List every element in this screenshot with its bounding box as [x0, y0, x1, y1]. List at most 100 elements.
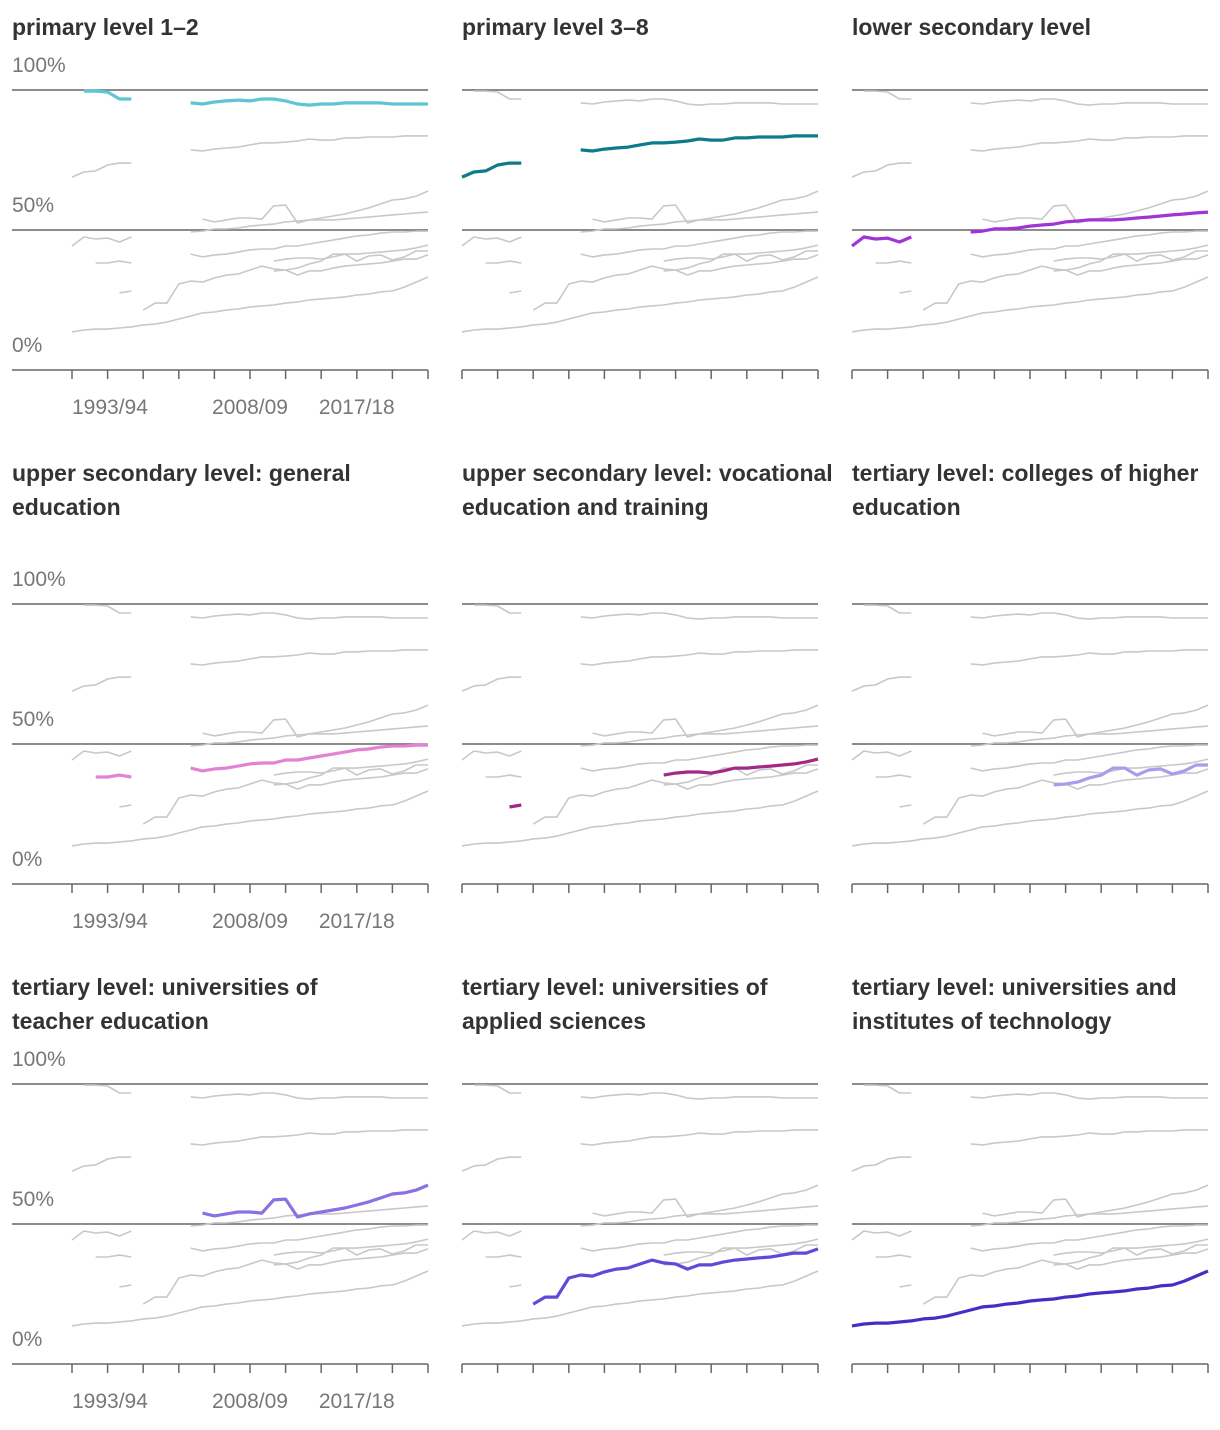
context-line [875, 230, 1208, 264]
context-line [899, 244, 1209, 294]
context-line [509, 244, 819, 294]
context-line [119, 1238, 429, 1288]
context-line [273, 764, 428, 786]
context-line [83, 604, 428, 620]
context-line [851, 135, 1208, 178]
y-tick-label: 0% [12, 848, 42, 871]
context-line [485, 230, 818, 264]
context-line [473, 604, 818, 620]
context-line [532, 768, 819, 825]
context-line [592, 1184, 819, 1218]
context-line [202, 704, 429, 738]
x-tick-label: 2008/09 [212, 1390, 288, 1413]
panel-title: tertiary level: colleges of higher educa… [852, 460, 1199, 520]
context-line [461, 276, 819, 333]
context-line [982, 1184, 1209, 1218]
context-line [982, 704, 1209, 738]
context-line [142, 254, 429, 311]
panel-title: tertiary level: universities and institu… [852, 974, 1177, 1034]
context-line [83, 1084, 428, 1100]
context-line [71, 276, 429, 333]
y-tick-label: 0% [12, 334, 42, 357]
context-line [461, 1129, 818, 1172]
context-line [663, 764, 818, 786]
context-line [875, 744, 1208, 778]
highlight-line [532, 1247, 819, 1306]
context-line [851, 649, 1208, 692]
context-line [922, 768, 1209, 825]
context-line [1053, 250, 1208, 272]
x-tick-label: 2008/09 [212, 910, 288, 933]
x-tick-label: 1993/94 [72, 396, 148, 419]
context-line [485, 744, 818, 778]
context-line [851, 790, 1209, 847]
context-line [851, 1205, 1209, 1241]
highlight-line [851, 1269, 1209, 1328]
highlight-line [461, 134, 818, 179]
panel-title: tertiary level: universities of teacher … [12, 974, 318, 1034]
context-line [461, 1205, 819, 1241]
context-line [485, 1224, 818, 1258]
x-tick-label: 2017/18 [319, 1390, 395, 1413]
context-line [71, 790, 429, 847]
y-tick-label: 0% [12, 1328, 42, 1351]
highlight-line [509, 757, 819, 809]
context-line [863, 90, 1208, 106]
context-line [273, 1244, 428, 1266]
context-line [532, 254, 819, 311]
highlight-line [851, 210, 1209, 248]
context-line [461, 1270, 819, 1327]
context-line [875, 1224, 1208, 1258]
y-tick-label: 100% [12, 54, 66, 77]
context-line [71, 1129, 428, 1172]
context-line [95, 230, 428, 264]
context-line [663, 1244, 818, 1266]
context-line [95, 1224, 428, 1258]
panel-title: upper secondary level: vocational educat… [462, 460, 833, 520]
y-tick-label: 50% [12, 708, 54, 731]
context-line [473, 90, 818, 106]
context-line [851, 725, 1209, 761]
context-line [71, 211, 429, 247]
context-line [202, 190, 429, 224]
context-line [273, 250, 428, 272]
context-line [461, 649, 818, 692]
context-line [509, 1238, 819, 1288]
y-tick-label: 50% [12, 194, 54, 217]
context-line [863, 1084, 1208, 1100]
context-line [851, 276, 1209, 333]
y-tick-label: 100% [12, 568, 66, 591]
context-line [119, 244, 429, 294]
context-line [899, 758, 1209, 808]
x-tick-label: 2017/18 [319, 910, 395, 933]
highlight-line [202, 1183, 429, 1219]
context-line [71, 135, 428, 178]
highlight-line [1053, 763, 1208, 787]
context-line [473, 1084, 818, 1100]
context-line [461, 725, 819, 761]
panel-title: primary level 3–8 [462, 14, 649, 40]
context-line [592, 704, 819, 738]
context-line [982, 190, 1209, 224]
context-line [663, 250, 818, 272]
context-line [592, 190, 819, 224]
highlight-line [95, 743, 428, 779]
context-line [1053, 1244, 1208, 1266]
context-line [142, 1248, 429, 1305]
x-tick-label: 1993/94 [72, 1390, 148, 1413]
context-line [851, 1129, 1208, 1172]
x-tick-label: 1993/94 [72, 910, 148, 933]
x-tick-label: 2008/09 [212, 396, 288, 419]
context-line [899, 1238, 1209, 1288]
context-line [71, 725, 429, 761]
panel-title: upper secondary level: general education [12, 460, 351, 520]
context-line [863, 604, 1208, 620]
context-line [461, 211, 819, 247]
highlight-line [83, 89, 428, 107]
context-line [922, 254, 1209, 311]
panel-title: tertiary level: universities of applied … [462, 974, 768, 1034]
y-tick-label: 50% [12, 1188, 54, 1211]
context-line [71, 649, 428, 692]
